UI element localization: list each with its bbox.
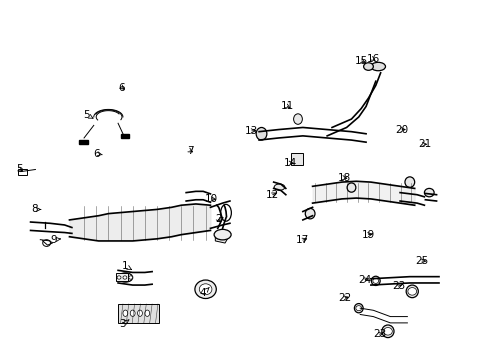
Ellipse shape (346, 183, 355, 192)
Text: 20: 20 (395, 125, 408, 135)
Ellipse shape (381, 325, 393, 338)
Ellipse shape (424, 188, 433, 197)
Bar (290, 153, 302, 165)
Text: 1: 1 (122, 261, 131, 271)
Text: 23: 23 (372, 329, 386, 339)
Text: 21: 21 (417, 139, 430, 149)
Circle shape (128, 276, 132, 279)
Ellipse shape (406, 285, 417, 298)
Bar (120, 134, 129, 138)
Text: 6: 6 (119, 82, 125, 93)
Ellipse shape (220, 204, 231, 221)
Text: 9: 9 (50, 235, 60, 245)
Circle shape (42, 240, 50, 246)
Ellipse shape (122, 310, 127, 316)
Bar (19, 170, 27, 175)
Text: 8: 8 (31, 204, 41, 215)
Text: 10: 10 (204, 194, 218, 204)
Text: 11: 11 (280, 102, 293, 112)
Circle shape (195, 280, 216, 298)
Bar (79, 140, 88, 144)
Circle shape (407, 288, 416, 295)
Circle shape (199, 284, 211, 295)
Text: 13: 13 (244, 126, 258, 136)
Bar (118, 304, 159, 323)
Text: 12: 12 (265, 190, 279, 200)
Text: 14: 14 (284, 158, 297, 168)
Text: 23: 23 (391, 281, 405, 291)
Ellipse shape (137, 310, 142, 316)
Text: 4: 4 (200, 287, 209, 298)
Text: 15: 15 (354, 56, 367, 66)
Ellipse shape (256, 127, 266, 140)
Circle shape (372, 278, 378, 283)
Circle shape (122, 276, 126, 279)
Text: 19: 19 (361, 230, 374, 240)
Text: 5: 5 (83, 110, 93, 120)
Polygon shape (215, 235, 227, 243)
Ellipse shape (404, 177, 414, 187)
Ellipse shape (305, 208, 314, 219)
Text: 7: 7 (186, 145, 193, 156)
Ellipse shape (293, 114, 302, 124)
Ellipse shape (371, 276, 379, 285)
Ellipse shape (354, 303, 363, 313)
Circle shape (117, 276, 121, 279)
Ellipse shape (214, 229, 231, 240)
Text: 22: 22 (338, 293, 351, 303)
Text: 16: 16 (366, 54, 379, 64)
Ellipse shape (130, 310, 135, 316)
Bar (116, 273, 127, 281)
Text: 5: 5 (17, 165, 23, 175)
Text: 2: 2 (215, 214, 221, 224)
Text: 18: 18 (337, 173, 350, 183)
Ellipse shape (363, 63, 372, 70)
Ellipse shape (118, 273, 132, 282)
Ellipse shape (144, 310, 149, 316)
Circle shape (355, 306, 361, 311)
Text: 25: 25 (414, 256, 427, 266)
Text: 24: 24 (358, 275, 371, 285)
Text: 6: 6 (93, 149, 102, 158)
Circle shape (383, 328, 391, 335)
Text: 17: 17 (296, 235, 309, 245)
Ellipse shape (370, 62, 385, 71)
Text: 3: 3 (120, 319, 129, 329)
Ellipse shape (274, 184, 285, 190)
